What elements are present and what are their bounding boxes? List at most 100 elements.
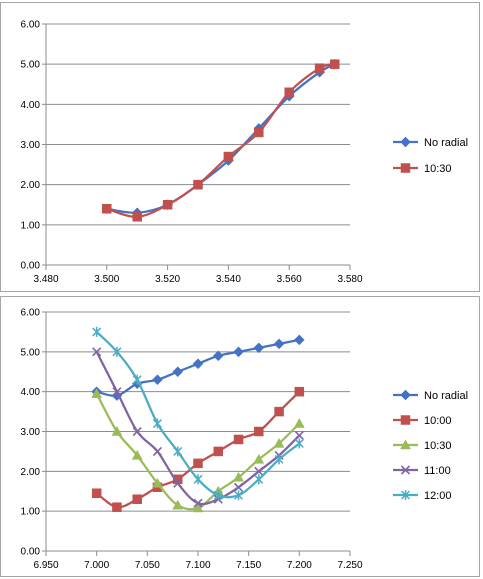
bottom-legend-marker — [400, 439, 411, 450]
bottom-series-1 — [91, 334, 305, 402]
top-y-tick-label: 5.00 — [21, 60, 41, 71]
top-data-point — [223, 151, 234, 162]
bottom-data-point — [111, 425, 123, 436]
bottom-series-line — [95, 390, 301, 509]
bottom-data-point — [254, 466, 264, 476]
top-x-tick-label: 3.500 — [94, 274, 119, 285]
bottom-x-tick-label: 7.250 — [337, 560, 362, 571]
top-series-line — [106, 63, 336, 214]
bottom-data-point — [91, 488, 102, 498]
bottom-x-tick-label: 7.150 — [236, 560, 261, 571]
bottom-legend-label: 11:00 — [424, 465, 451, 477]
bottom-data-point — [233, 471, 244, 482]
bottom-data-point — [254, 426, 264, 437]
bottom-data-point — [233, 482, 244, 492]
bottom-data-point — [212, 350, 224, 362]
bottom-chart-panel: 0.00 1.00 2.00 3.00 4.00 5.00 6.00 6.950 7.000 7.… — [0, 296, 480, 577]
top-x-tick-label: 3.560 — [277, 274, 302, 285]
bottom-data-point — [152, 446, 163, 456]
top-y-tick-label: 0.00 — [21, 261, 41, 272]
top-data-point — [132, 212, 142, 222]
bottom-data-point — [173, 478, 183, 488]
top-gridlines — [42, 23, 350, 266]
bottom-series-4 — [92, 347, 304, 508]
top-data-point — [162, 200, 173, 210]
bottom-x-tick-label: 7.000 — [84, 560, 109, 571]
top-data-point — [102, 204, 112, 214]
bottom-y-tick-label: 2.00 — [21, 467, 41, 478]
bottom-legend-label: 10:00 — [424, 415, 452, 427]
bottom-y-tick-label: 5.00 — [21, 347, 41, 358]
bottom-data-point — [112, 346, 122, 357]
bottom-data-point — [293, 418, 305, 428]
bottom-legend-label: No radial — [424, 390, 468, 402]
top-legend-label: 10:30 — [424, 163, 452, 175]
bottom-data-point — [294, 438, 304, 449]
top-y-tick-label: 1.00 — [21, 220, 41, 231]
top-y-tick-label: 6.00 — [21, 20, 41, 31]
bottom-data-point — [293, 334, 305, 346]
bottom-data-point — [91, 388, 103, 398]
bottom-series-3 — [91, 388, 305, 513]
bottom-data-point — [132, 426, 142, 437]
bottom-data-point — [253, 453, 265, 464]
bottom-data-point — [172, 499, 184, 510]
bottom-data-point — [152, 418, 162, 429]
top-data-point — [330, 59, 340, 69]
top-chart: 0.00 1.00 2.00 3.00 4.00 5.00 6.00 3.480 3.500 3.… — [21, 20, 469, 286]
bottom-data-point — [213, 490, 223, 501]
bottom-data-point — [132, 374, 142, 385]
bottom-y-tick-label: 3.00 — [21, 427, 41, 438]
top-data-point — [284, 87, 294, 98]
bottom-chart: 0.00 1.00 2.00 3.00 4.00 5.00 6.00 6.950 7.000 7.… — [21, 308, 469, 572]
top-series-1 — [101, 58, 341, 219]
bottom-data-point — [173, 446, 183, 457]
top-y-tick-label: 3.00 — [21, 140, 41, 151]
bottom-y-tick-label: 6.00 — [21, 308, 41, 319]
bottom-data-point — [233, 346, 244, 358]
bottom-legend-marker — [400, 389, 411, 401]
bottom-x-tick-label: 7.100 — [185, 560, 210, 571]
bottom-data-point — [92, 347, 102, 357]
bottom-y-tick-label: 0.00 — [21, 547, 41, 558]
bottom-x-tick-label: 7.200 — [287, 560, 312, 571]
bottom-data-point — [274, 454, 284, 465]
top-x-tick-label: 3.520 — [155, 274, 180, 285]
bottom-legend-marker — [400, 415, 411, 425]
top-x-tick-label: 3.540 — [216, 274, 241, 285]
bottom-legend-label: 12:00 — [424, 490, 452, 502]
top-data-point — [314, 63, 325, 73]
top-series-2 — [102, 59, 340, 222]
top-legend-label: No radial — [424, 137, 468, 149]
bottom-data-point — [152, 477, 163, 488]
bottom-data-point — [254, 474, 264, 485]
bottom-data-point — [294, 430, 304, 441]
top-x-tick-label: 3.580 — [337, 274, 362, 285]
bottom-data-point — [172, 366, 184, 378]
bottom-data-point — [192, 358, 204, 370]
top-legend: No radial 10:30 — [393, 136, 468, 175]
top-legend-marker — [400, 136, 411, 148]
top-legend-marker — [400, 163, 411, 173]
top-y-tick-label: 2.00 — [21, 180, 41, 191]
bottom-legend-marker — [400, 465, 411, 475]
bottom-data-point — [294, 386, 305, 397]
bottom-legend: No radial 10:00 10:30 11:00 12:00 — [393, 389, 468, 502]
bottom-data-point — [274, 406, 284, 417]
bottom-data-point — [193, 458, 203, 469]
top-chart-panel: 0.00 1.00 2.00 3.00 4.00 5.00 6.00 3.480 3.500 3.… — [0, 2, 480, 292]
bottom-legend-marker — [400, 490, 411, 500]
top-y-tick-label: 4.00 — [21, 100, 41, 111]
bottom-data-point — [112, 387, 122, 397]
bottom-gridlines — [42, 311, 350, 552]
bottom-data-point — [152, 374, 163, 386]
bottom-data-point — [192, 502, 204, 513]
bottom-data-point — [92, 326, 102, 337]
bottom-data-point — [132, 494, 142, 504]
bottom-data-point — [131, 449, 143, 460]
bottom-data-point — [234, 490, 244, 501]
top-data-point — [193, 179, 203, 190]
top-x-tick-label: 3.480 — [33, 274, 58, 285]
bottom-data-point — [273, 338, 285, 350]
